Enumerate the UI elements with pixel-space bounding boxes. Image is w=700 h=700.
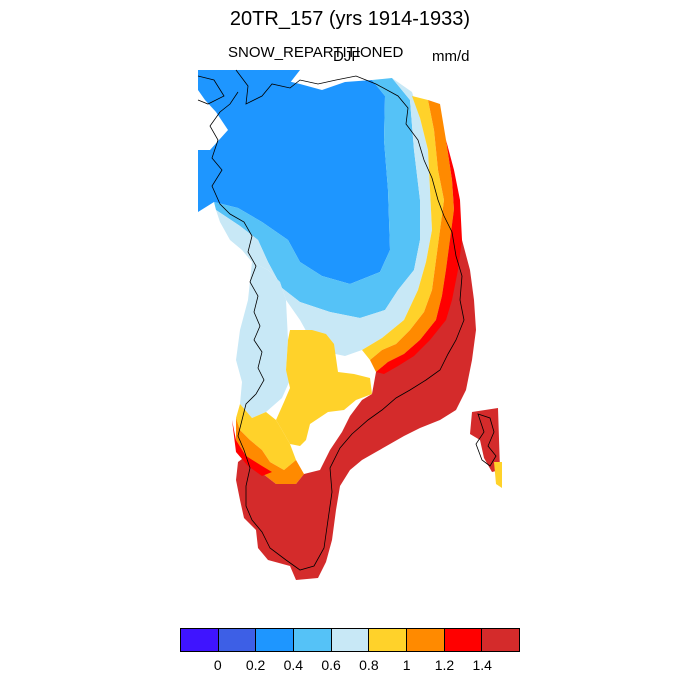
colorbar-swatch	[331, 629, 370, 651]
region-yellow-central	[276, 330, 372, 446]
colorbar-tick-label: 1.2	[434, 657, 455, 673]
region-dark-red-island	[470, 408, 500, 472]
colorbar-tick-label: 0	[213, 657, 222, 673]
region-light-blue	[214, 78, 420, 318]
variable-label: SNOW_REPARTITIONED	[228, 44, 404, 61]
colorbar-tick-label: 0.2	[245, 657, 266, 673]
region-yellow-southwest	[236, 404, 296, 470]
colorbar-swatch	[407, 629, 445, 651]
colorbar-swatch	[181, 629, 219, 651]
colorbar-tick-label: 1.4	[472, 657, 492, 673]
season-label: DJF	[333, 48, 361, 65]
colorbar-tick-label: 1	[402, 657, 411, 673]
colorbar	[180, 628, 520, 652]
colorbar-swatch	[369, 629, 408, 651]
map-fill-regions	[198, 70, 502, 580]
region-red-band	[376, 140, 462, 374]
coastline	[197, 69, 497, 571]
colorbar-swatch	[294, 629, 332, 651]
colorbar-tick-label: 0.8	[359, 657, 379, 673]
region-orange-southwest	[236, 418, 304, 484]
region-dark-red-south	[236, 210, 476, 580]
colorbar-tick-label: 0.6	[321, 657, 341, 673]
colorbar-swatch	[218, 629, 257, 651]
units-label: mm/d	[432, 48, 470, 65]
region-orange-east	[370, 100, 454, 372]
region-blue	[198, 70, 390, 284]
region-pale-blue-west	[236, 262, 290, 418]
colorbar-swatch	[482, 629, 520, 651]
colorbar-swatch	[444, 629, 483, 651]
region-red-southwest	[232, 420, 272, 476]
colorbar-tick-label: 0.4	[283, 657, 304, 673]
colorbar-swatch	[256, 629, 295, 651]
plot-title: 20TR_157 (yrs 1914-1933)	[229, 8, 471, 30]
region-yellow-east	[362, 96, 444, 360]
region-yellow-island	[494, 462, 502, 488]
